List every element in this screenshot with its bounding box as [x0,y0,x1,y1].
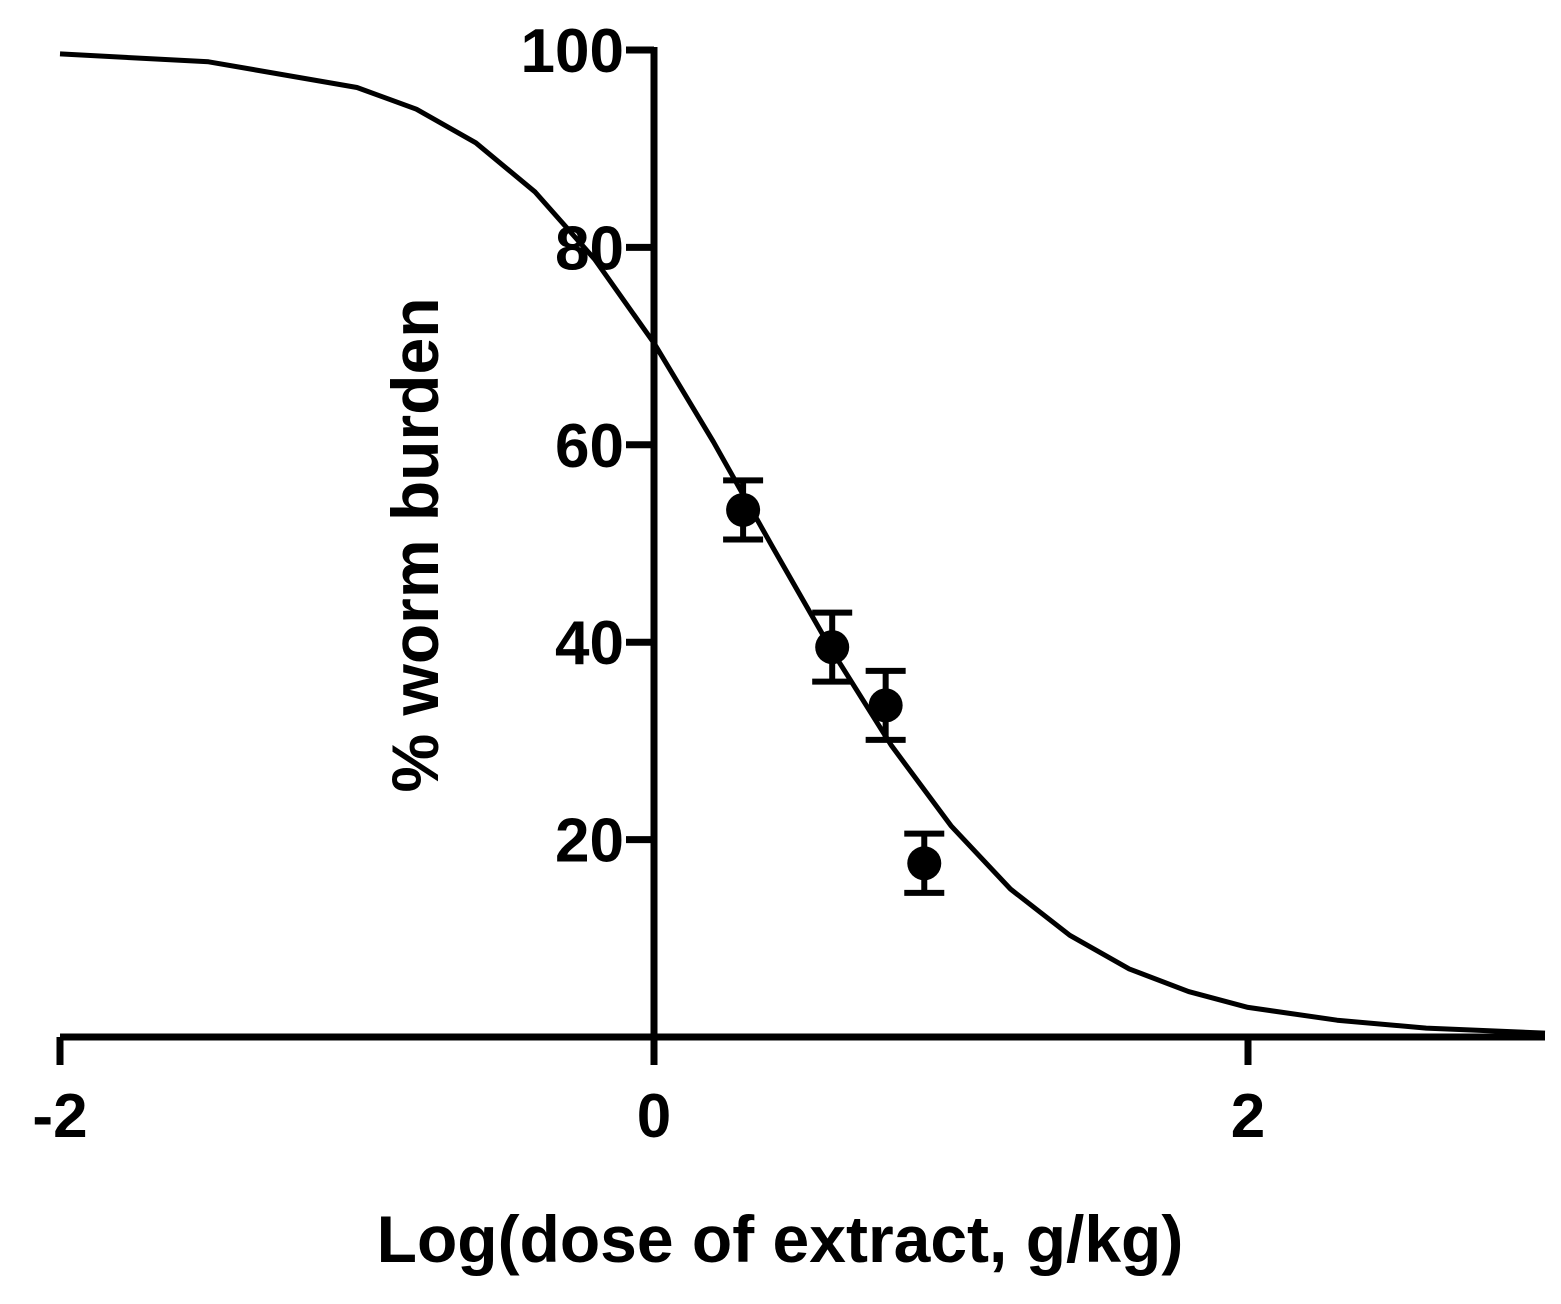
y-tick-label: 40 [555,609,624,678]
data-point [815,630,850,665]
data-point [907,846,942,881]
data-point [726,492,761,527]
y-tick-label: 60 [555,412,624,481]
y-tick-label: 20 [555,807,624,876]
y-axis-title: % worm burden [378,297,452,792]
data-points-layer [723,477,945,896]
x-tick-label: 2 [1231,1082,1265,1151]
tick-labels-layer: -2 0 2 20 40 60 80 100 [32,17,1265,1151]
data-point [868,688,903,723]
fit-curve [59,51,1546,1036]
y-tick-label: 80 [555,214,624,283]
y-tick-label: 100 [521,17,624,86]
x-tick-label: 0 [637,1082,671,1151]
x-tick-label: -2 [32,1082,87,1151]
x-axis-title: Log(dose of extract, g/kg) [377,1202,1184,1276]
fit-curve-layer [59,51,1546,1036]
axes-layer [56,46,1545,1065]
